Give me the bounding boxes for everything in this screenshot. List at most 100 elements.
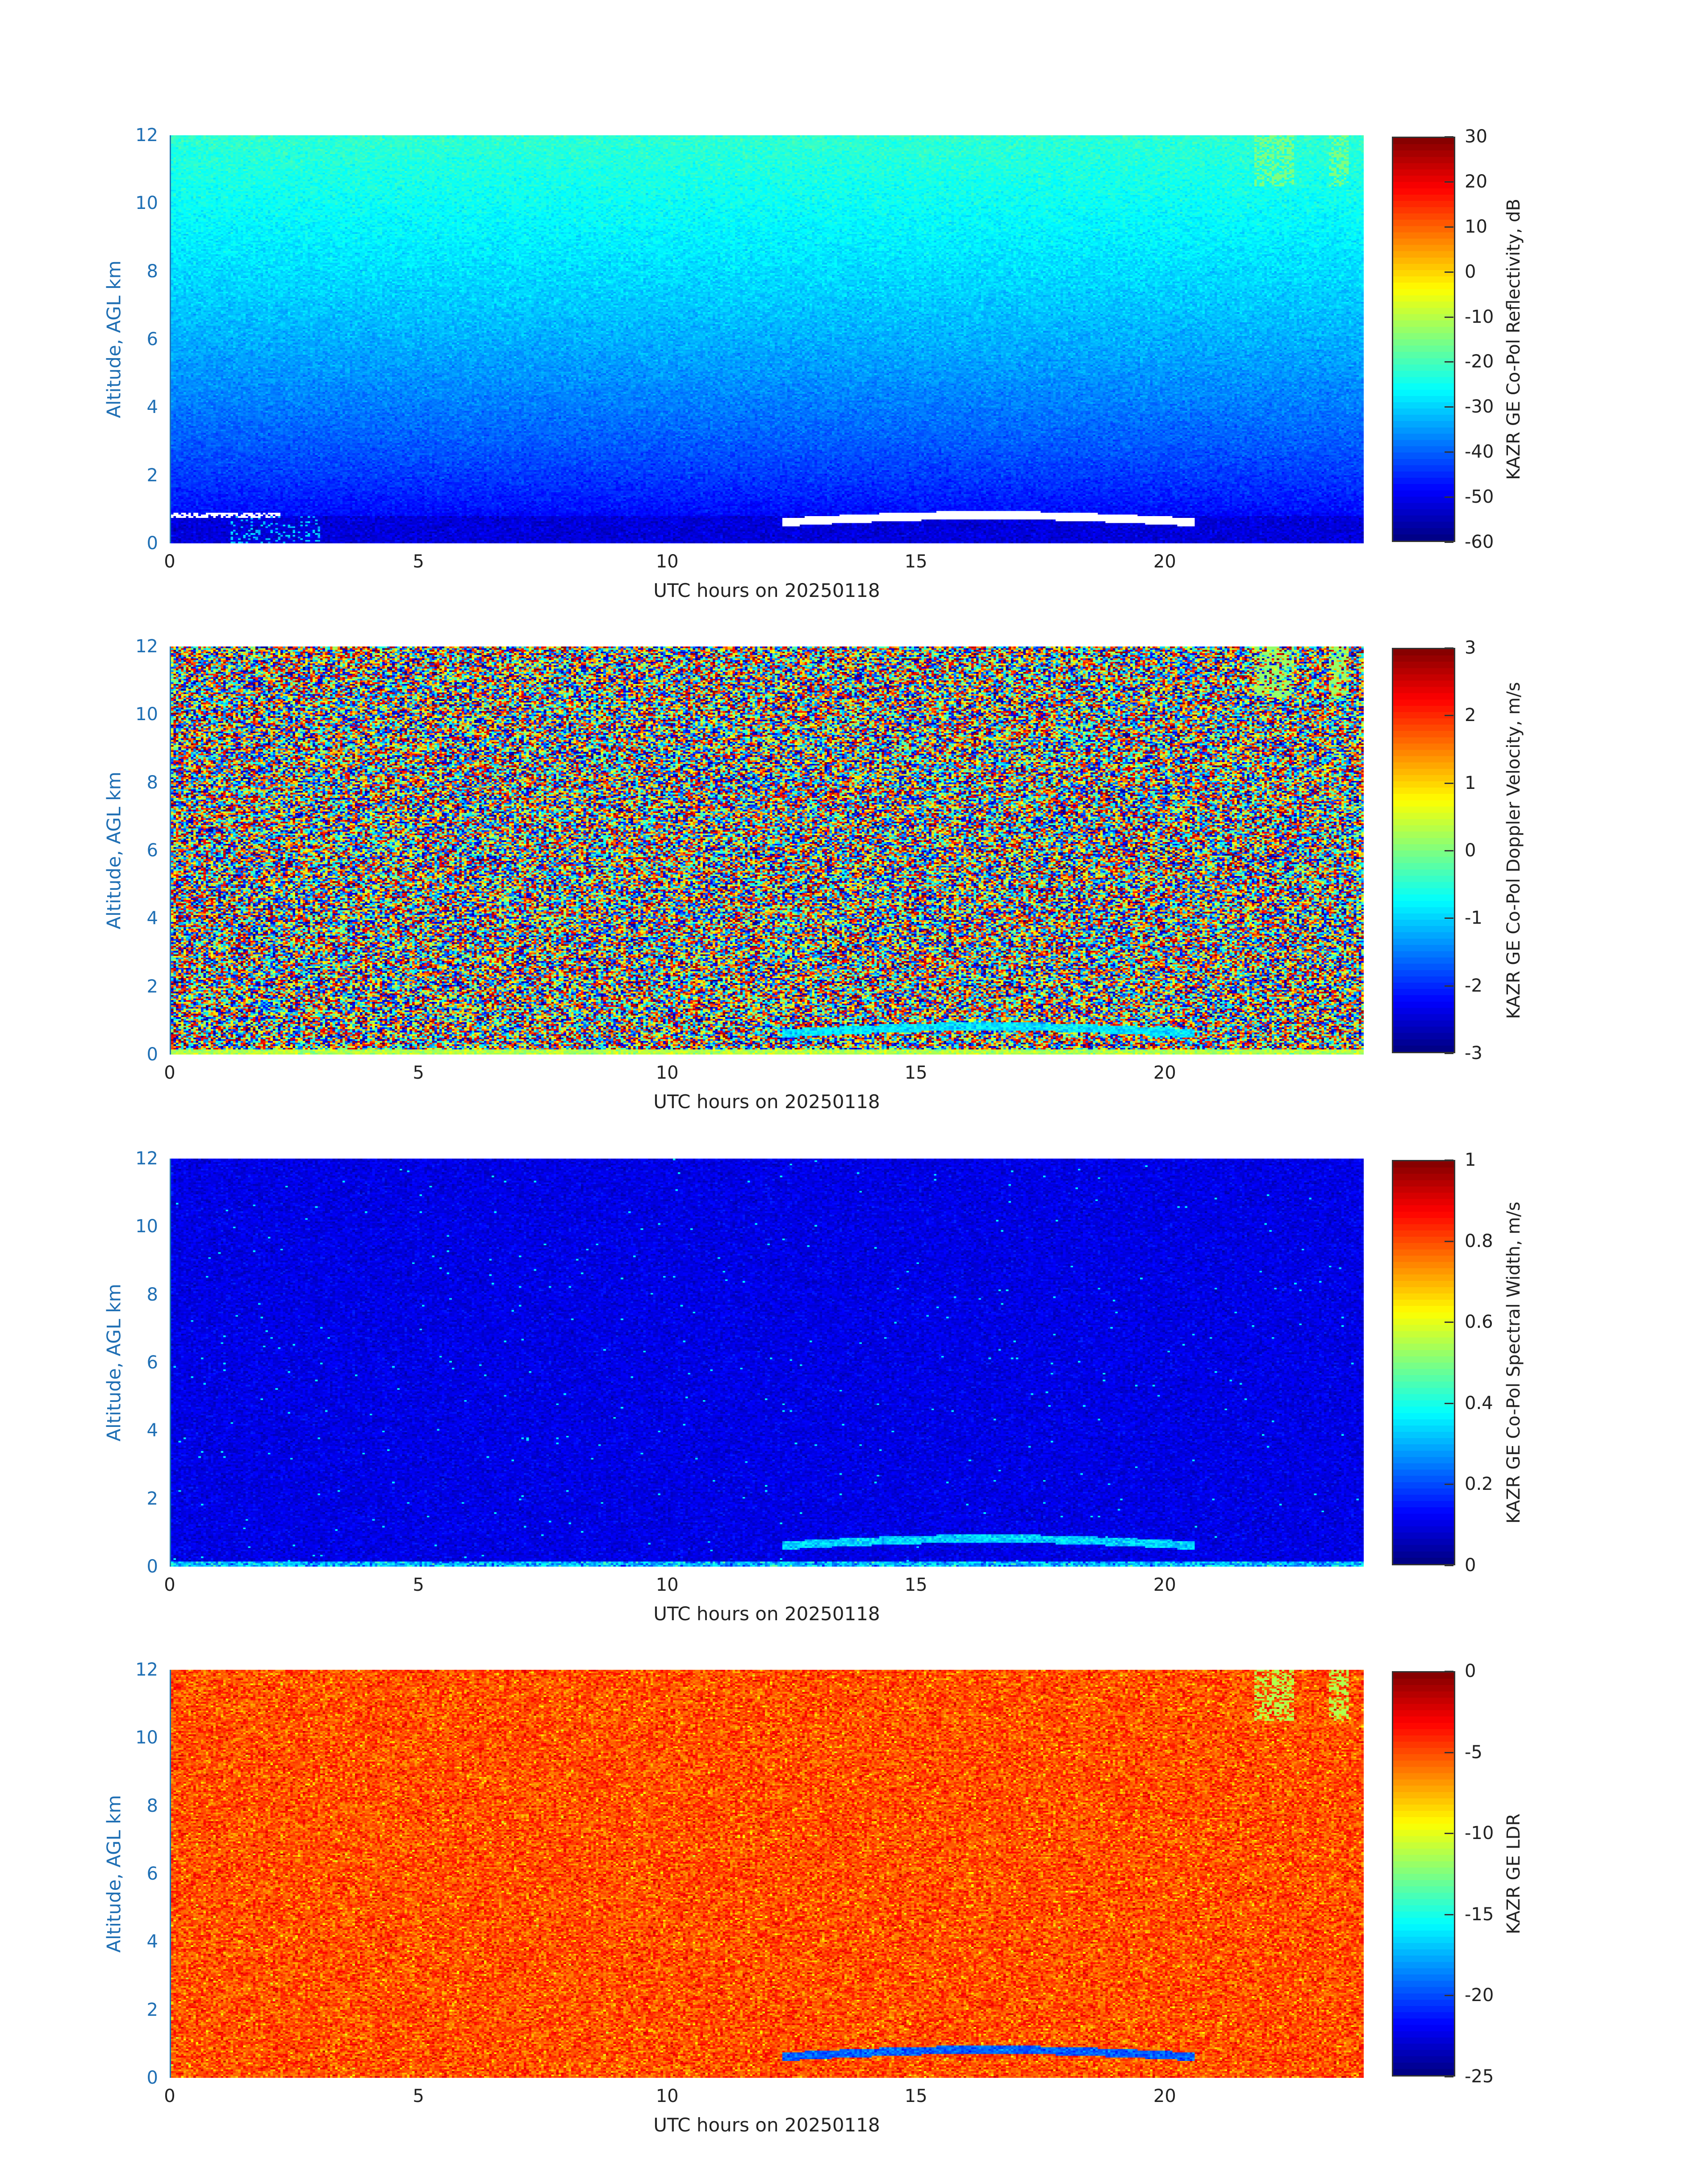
y-tick-label: 8 bbox=[147, 1796, 158, 1816]
x-axis-label: UTC hours on 20250118 bbox=[653, 580, 880, 601]
colorbar-tick-mark bbox=[1445, 271, 1453, 273]
colorbar-tick-label: -30 bbox=[1465, 396, 1494, 417]
heatmap-plot-area bbox=[170, 1670, 1364, 2078]
colorbar-gradient bbox=[1393, 1161, 1454, 1564]
x-tick-label: 20 bbox=[1153, 551, 1176, 572]
colorbar bbox=[1392, 1160, 1455, 1565]
x-tick-label: 0 bbox=[164, 1575, 175, 1595]
colorbar-tick-label: -40 bbox=[1465, 442, 1494, 462]
heatmap-image bbox=[171, 135, 1364, 543]
x-tick-label: 5 bbox=[413, 1575, 424, 1595]
y-tick-label: 2 bbox=[147, 976, 158, 997]
colorbar bbox=[1392, 1671, 1455, 2077]
y-tick-label: 0 bbox=[147, 1556, 158, 1577]
colorbar-tick-label: 1 bbox=[1465, 773, 1476, 793]
colorbar-tick-label: 0 bbox=[1465, 1555, 1476, 1576]
colorbar-tick-mark bbox=[1445, 715, 1453, 716]
x-tick-label: 5 bbox=[413, 2086, 424, 2106]
colorbar-tick-mark bbox=[1445, 406, 1453, 408]
x-tick-label: 10 bbox=[656, 1063, 679, 1083]
colorbar-tick-label: -10 bbox=[1465, 1823, 1494, 1843]
x-tick-label: 5 bbox=[413, 1063, 424, 1083]
colorbar-label: KAZR GE Co-Pol Spectral Width, m/s bbox=[1503, 1201, 1524, 1523]
colorbar-tick-mark bbox=[1445, 1565, 1453, 1566]
colorbar-tick-mark bbox=[1445, 317, 1453, 318]
heatmap-image bbox=[171, 1159, 1364, 1567]
x-tick-label: 0 bbox=[164, 2086, 175, 2106]
colorbar-tick-mark bbox=[1445, 985, 1453, 987]
colorbar-tick-label: 2 bbox=[1465, 705, 1476, 726]
colorbar-tick-label: -20 bbox=[1465, 351, 1494, 372]
y-tick-label: 0 bbox=[147, 2068, 158, 2088]
x-tick-label: 0 bbox=[164, 1063, 175, 1083]
colorbar-tick-mark bbox=[1445, 361, 1453, 363]
y-tick-label: 10 bbox=[135, 193, 158, 213]
colorbar-tick-mark bbox=[1445, 783, 1453, 784]
x-tick-label: 20 bbox=[1153, 1063, 1176, 1083]
y-tick-label: 2 bbox=[147, 2000, 158, 2020]
colorbar-tick-mark bbox=[1445, 226, 1453, 228]
colorbar-label: KAZR GE Co-Pol Reflectivity, dB bbox=[1503, 199, 1524, 480]
y-axis-label: Altitude, AGL km bbox=[103, 260, 125, 418]
panel-1: 0 2 4 6 8 10 12 0 5 10 15 20 UTC hours on 20250118 Al… bbox=[0, 135, 1708, 646]
colorbar-tick-label: 0.4 bbox=[1465, 1393, 1493, 1414]
colorbar-tick-label: 1 bbox=[1465, 1150, 1476, 1170]
colorbar-tick-label: 0.6 bbox=[1465, 1312, 1493, 1332]
panel-4: 0 2 4 6 8 10 12 0 5 10 15 20 UTC hours on 20250118 Al… bbox=[0, 1670, 1708, 2181]
x-axis-label: UTC hours on 20250118 bbox=[653, 1091, 880, 1113]
y-tick-label: 4 bbox=[147, 397, 158, 417]
y-tick-label: 12 bbox=[135, 1660, 158, 1680]
y-tick-label: 4 bbox=[147, 1931, 158, 1952]
y-tick-label: 6 bbox=[147, 1864, 158, 1884]
colorbar-tick-mark bbox=[1445, 181, 1453, 183]
colorbar-gradient bbox=[1393, 1672, 1454, 2075]
y-tick-label: 10 bbox=[135, 1727, 158, 1748]
y-tick-label: 6 bbox=[147, 329, 158, 350]
colorbar-tick-label: -20 bbox=[1465, 1985, 1494, 2006]
colorbar-tick-mark bbox=[1445, 1241, 1453, 1242]
y-tick-label: 0 bbox=[147, 1044, 158, 1065]
y-axis-label: Altitude, AGL km bbox=[103, 1795, 125, 1952]
colorbar-tick-label: 0 bbox=[1465, 840, 1476, 861]
heatmap-image bbox=[171, 1670, 1364, 2078]
x-tick-label: 20 bbox=[1153, 2086, 1176, 2106]
x-tick-label: 10 bbox=[656, 2086, 679, 2106]
x-tick-label: 15 bbox=[905, 1575, 927, 1595]
y-tick-label: 2 bbox=[147, 465, 158, 486]
colorbar-tick-mark bbox=[1445, 136, 1453, 138]
y-tick-label: 12 bbox=[135, 636, 158, 657]
x-axis-label: UTC hours on 20250118 bbox=[653, 1603, 880, 1625]
heatmap-plot-area bbox=[170, 646, 1364, 1055]
y-tick-label: 8 bbox=[147, 261, 158, 282]
y-tick-label: 12 bbox=[135, 1148, 158, 1169]
colorbar-tick-mark bbox=[1445, 850, 1453, 851]
colorbar-tick-mark bbox=[1445, 451, 1453, 453]
heatmap-plot-area bbox=[170, 135, 1364, 543]
colorbar-tick-mark bbox=[1445, 1995, 1453, 1996]
y-axis-label: Altitude, AGL km bbox=[103, 1284, 125, 1441]
x-axis-label: UTC hours on 20250118 bbox=[653, 2114, 880, 2136]
colorbar bbox=[1392, 137, 1455, 542]
x-tick-label: 15 bbox=[905, 2086, 927, 2106]
colorbar-tick-mark bbox=[1445, 2076, 1453, 2077]
colorbar-tick-mark bbox=[1445, 1159, 1453, 1161]
colorbar-tick-label: 3 bbox=[1465, 638, 1476, 658]
y-tick-label: 8 bbox=[147, 1284, 158, 1305]
panel-3: 0 2 4 6 8 10 12 0 5 10 15 20 UTC hours on 20250118 Al… bbox=[0, 1159, 1708, 1670]
colorbar-tick-label: 30 bbox=[1465, 126, 1487, 147]
y-tick-label: 2 bbox=[147, 1489, 158, 1509]
colorbar-tick-label: 20 bbox=[1465, 171, 1487, 192]
colorbar-tick-label: 0 bbox=[1465, 1661, 1476, 1681]
colorbar-tick-mark bbox=[1445, 1671, 1453, 1672]
colorbar-tick-mark bbox=[1445, 1833, 1453, 1834]
colorbar-tick-label: -50 bbox=[1465, 487, 1494, 507]
colorbar-tick-label: 10 bbox=[1465, 217, 1487, 237]
x-tick-label: 0 bbox=[164, 551, 175, 572]
colorbar-label: KAZR GE LDR bbox=[1503, 1814, 1524, 1935]
colorbar-tick-mark bbox=[1445, 1403, 1453, 1404]
y-tick-label: 10 bbox=[135, 1216, 158, 1237]
colorbar-label: KAZR GE Co-Pol Doppler Velocity, m/s bbox=[1503, 682, 1524, 1019]
colorbar-gradient bbox=[1393, 138, 1454, 541]
colorbar-tick-label: -15 bbox=[1465, 1904, 1494, 1925]
colorbar-tick-label: 0.2 bbox=[1465, 1474, 1493, 1494]
